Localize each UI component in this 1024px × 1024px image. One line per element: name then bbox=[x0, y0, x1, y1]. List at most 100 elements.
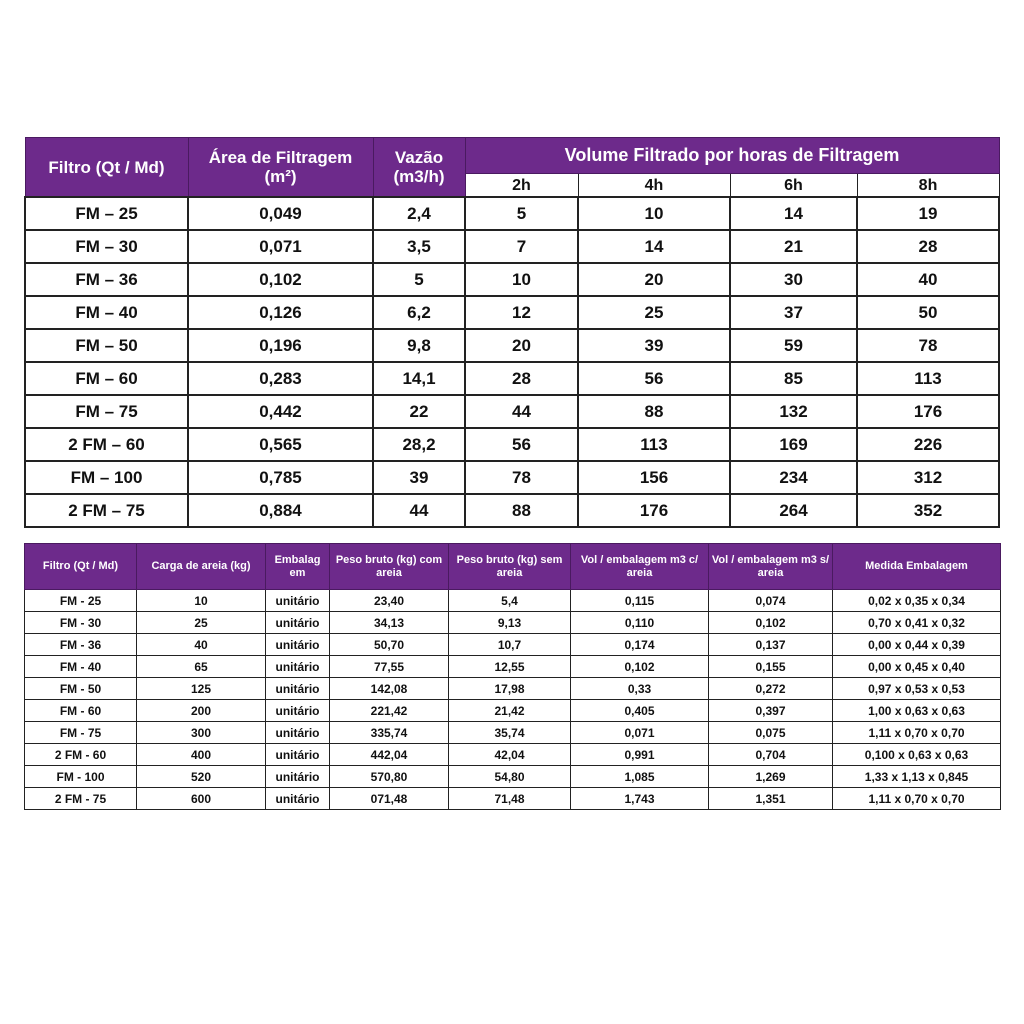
header-6h: 6h bbox=[729, 173, 858, 198]
table-row: FM - 36 40 unitário 50,70 10,7 0,174 0,137 0,00… bbox=[24, 633, 1001, 656]
table-cell: 0,174 bbox=[570, 633, 709, 656]
table-cell: 40 bbox=[136, 633, 266, 656]
table-cell: 23,40 bbox=[329, 589, 449, 612]
table-cell: 1,085 bbox=[570, 765, 709, 788]
table-cell: 3,5 bbox=[372, 229, 466, 264]
table-cell: 14 bbox=[577, 229, 731, 264]
table-cell: 0,126 bbox=[187, 295, 374, 330]
table-cell: 34,13 bbox=[329, 611, 449, 634]
table-cell: unitário bbox=[265, 765, 330, 788]
table-cell: 0,102 bbox=[570, 655, 709, 678]
column-header: Peso bruto (kg) com areia bbox=[329, 543, 449, 590]
table-cell: 0,049 bbox=[187, 196, 374, 231]
header-area: Área de Filtragem (m²) bbox=[187, 137, 374, 198]
table-cell: 0,272 bbox=[708, 677, 833, 700]
column-header: Vol / embalagem m3 s/ areia bbox=[708, 543, 833, 590]
header-4h: 4h bbox=[577, 173, 731, 198]
table-cell: 0,405 bbox=[570, 699, 709, 722]
header-vazao-unit: (m3/h) bbox=[393, 167, 445, 186]
table-cell: FM – 50 bbox=[24, 328, 189, 363]
table-cell: 335,74 bbox=[329, 721, 449, 744]
table-cell: 5 bbox=[464, 196, 579, 231]
table-cell: unitário bbox=[265, 633, 330, 656]
table-cell: 400 bbox=[136, 743, 266, 766]
table-cell: 2,4 bbox=[372, 196, 466, 231]
table-cell: unitário bbox=[265, 589, 330, 612]
table-cell: 0,115 bbox=[570, 589, 709, 612]
table-cell: FM - 100 bbox=[24, 765, 137, 788]
table-cell: 0,704 bbox=[708, 743, 833, 766]
table-cell: 1,269 bbox=[708, 765, 833, 788]
header-filtro: Filtro (Qt / Md) bbox=[24, 137, 189, 198]
table-cell: 50 bbox=[855, 295, 1001, 330]
table-cell: 0,02 x 0,35 x 0,34 bbox=[832, 589, 1001, 612]
table-cell: 20 bbox=[464, 328, 579, 363]
table-cell: 0,565 bbox=[187, 427, 374, 462]
table-cell: 234 bbox=[729, 460, 858, 495]
table-cell: FM - 60 bbox=[24, 699, 137, 722]
table-row: 2 FM – 60 0,565 28,2 56 113 169 226 bbox=[24, 427, 1001, 462]
table-row: FM - 60 200 unitário 221,42 21,42 0,405 0,397 1… bbox=[24, 699, 1001, 722]
table-cell: unitário bbox=[265, 787, 330, 810]
table-cell: unitário bbox=[265, 655, 330, 678]
table-cell: 54,80 bbox=[448, 765, 571, 788]
header-8h: 8h bbox=[856, 173, 1000, 198]
table-cell: 312 bbox=[855, 460, 1001, 495]
table-cell: 56 bbox=[577, 361, 731, 396]
table-cell: 9,8 bbox=[372, 328, 466, 363]
table-cell: 10 bbox=[136, 589, 266, 612]
table-cell: 2 FM – 60 bbox=[24, 427, 189, 462]
table-cell: FM – 30 bbox=[24, 229, 189, 264]
filter-volume-table: Filtro (Qt / Md) Área de Filtragem (m²) V… bbox=[24, 137, 1001, 528]
table-cell: 42,04 bbox=[448, 743, 571, 766]
header-vazao-label: Vazão bbox=[394, 148, 444, 167]
table-cell: 142,08 bbox=[329, 677, 449, 700]
table-cell: 1,11 x 0,70 x 0,70 bbox=[832, 721, 1001, 744]
table-cell: 17,98 bbox=[448, 677, 571, 700]
packaging-table: Filtro (Qt / Md) Carga de areia (kg) Embal… bbox=[24, 543, 1001, 810]
table-cell: 0,071 bbox=[187, 229, 374, 264]
table-cell: unitário bbox=[265, 699, 330, 722]
table-cell: 0,00 x 0,44 x 0,39 bbox=[832, 633, 1001, 656]
table-cell: FM – 100 bbox=[24, 460, 189, 495]
table-cell: 2 FM - 75 bbox=[24, 787, 137, 810]
column-header: Embalag em bbox=[265, 543, 330, 590]
table-cell: 78 bbox=[464, 460, 579, 495]
table-cell: 35,74 bbox=[448, 721, 571, 744]
table-cell: 39 bbox=[577, 328, 731, 363]
column-header: Peso bruto (kg) sem areia bbox=[448, 543, 571, 590]
table-cell: 0,100 x 0,63 x 0,63 bbox=[832, 743, 1001, 766]
table-row: FM - 25 10 unitário 23,40 5,4 0,115 0,074 0,02 … bbox=[24, 589, 1001, 612]
table-cell: 300 bbox=[136, 721, 266, 744]
table-cell: FM - 50 bbox=[24, 677, 137, 700]
table-cell: 85 bbox=[729, 361, 858, 396]
table-cell: 37 bbox=[729, 295, 858, 330]
table-row: FM – 100 0,785 39 78 156 234 312 bbox=[24, 460, 1001, 495]
table-cell: FM - 36 bbox=[24, 633, 137, 656]
table-cell: 0,155 bbox=[708, 655, 833, 678]
table-cell: 44 bbox=[372, 493, 466, 528]
table-cell: 0,442 bbox=[187, 394, 374, 429]
table-cell: 0,70 x 0,41 x 0,32 bbox=[832, 611, 1001, 634]
table-cell: 28,2 bbox=[372, 427, 466, 462]
table-cell: 570,80 bbox=[329, 765, 449, 788]
column-header: Medida Embalagem bbox=[832, 543, 1001, 590]
table-cell: 59 bbox=[729, 328, 858, 363]
table-cell: 200 bbox=[136, 699, 266, 722]
table-cell: 22 bbox=[372, 394, 466, 429]
table-cell: 20 bbox=[577, 262, 731, 297]
table-cell: FM - 30 bbox=[24, 611, 137, 634]
table-cell: 156 bbox=[577, 460, 731, 495]
table-cell: 65 bbox=[136, 655, 266, 678]
table-cell: 0,884 bbox=[187, 493, 374, 528]
table-cell: 71,48 bbox=[448, 787, 571, 810]
table-cell: 0,33 bbox=[570, 677, 709, 700]
table-cell: FM – 60 bbox=[24, 361, 189, 396]
table-row: 2 FM – 75 0,884 44 88 176 264 352 bbox=[24, 493, 1001, 528]
column-header: Filtro (Qt / Md) bbox=[24, 543, 137, 590]
table-cell: 264 bbox=[729, 493, 858, 528]
header-2h: 2h bbox=[464, 173, 579, 198]
table-cell: 12 bbox=[464, 295, 579, 330]
table-cell: unitário bbox=[265, 721, 330, 744]
table-cell: 56 bbox=[464, 427, 579, 462]
